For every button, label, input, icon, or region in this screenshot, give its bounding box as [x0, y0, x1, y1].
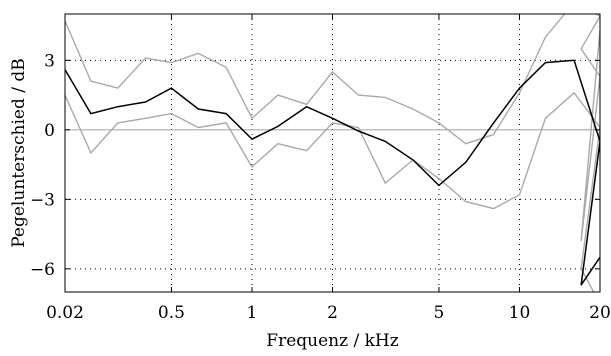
x-tick-label: 10 [509, 303, 531, 323]
x-tick-label: 0.5 [158, 303, 185, 323]
y-tick-label: −3 [30, 190, 55, 210]
y-axis-label: Pegelunterschied / dB [9, 58, 29, 248]
y-axis-ticks: 3 0 −3 −6 [30, 51, 600, 280]
y-tick-label: 3 [44, 51, 55, 71]
x-axis-ticks: 0.02 0.5 1 2 5 10 20 [46, 14, 611, 323]
series-lines [65, 14, 600, 292]
y-tick-label: 0 [44, 121, 55, 141]
mean-series-line [65, 59, 600, 286]
x-tick-label: 1 [247, 303, 258, 323]
grid [65, 14, 600, 292]
x-tick-label: 2 [327, 303, 338, 323]
y-tick-label: −6 [30, 260, 55, 280]
x-tick-label: 0.02 [46, 303, 84, 323]
x-axis-label: Frequenz / kHz [266, 331, 398, 351]
upper-bound-line [65, 14, 600, 242]
x-tick-label: 20 [589, 303, 611, 323]
x-tick-label: 5 [434, 303, 445, 323]
plot-frame [64, 13, 601, 293]
lower-bound-line [65, 91, 600, 292]
